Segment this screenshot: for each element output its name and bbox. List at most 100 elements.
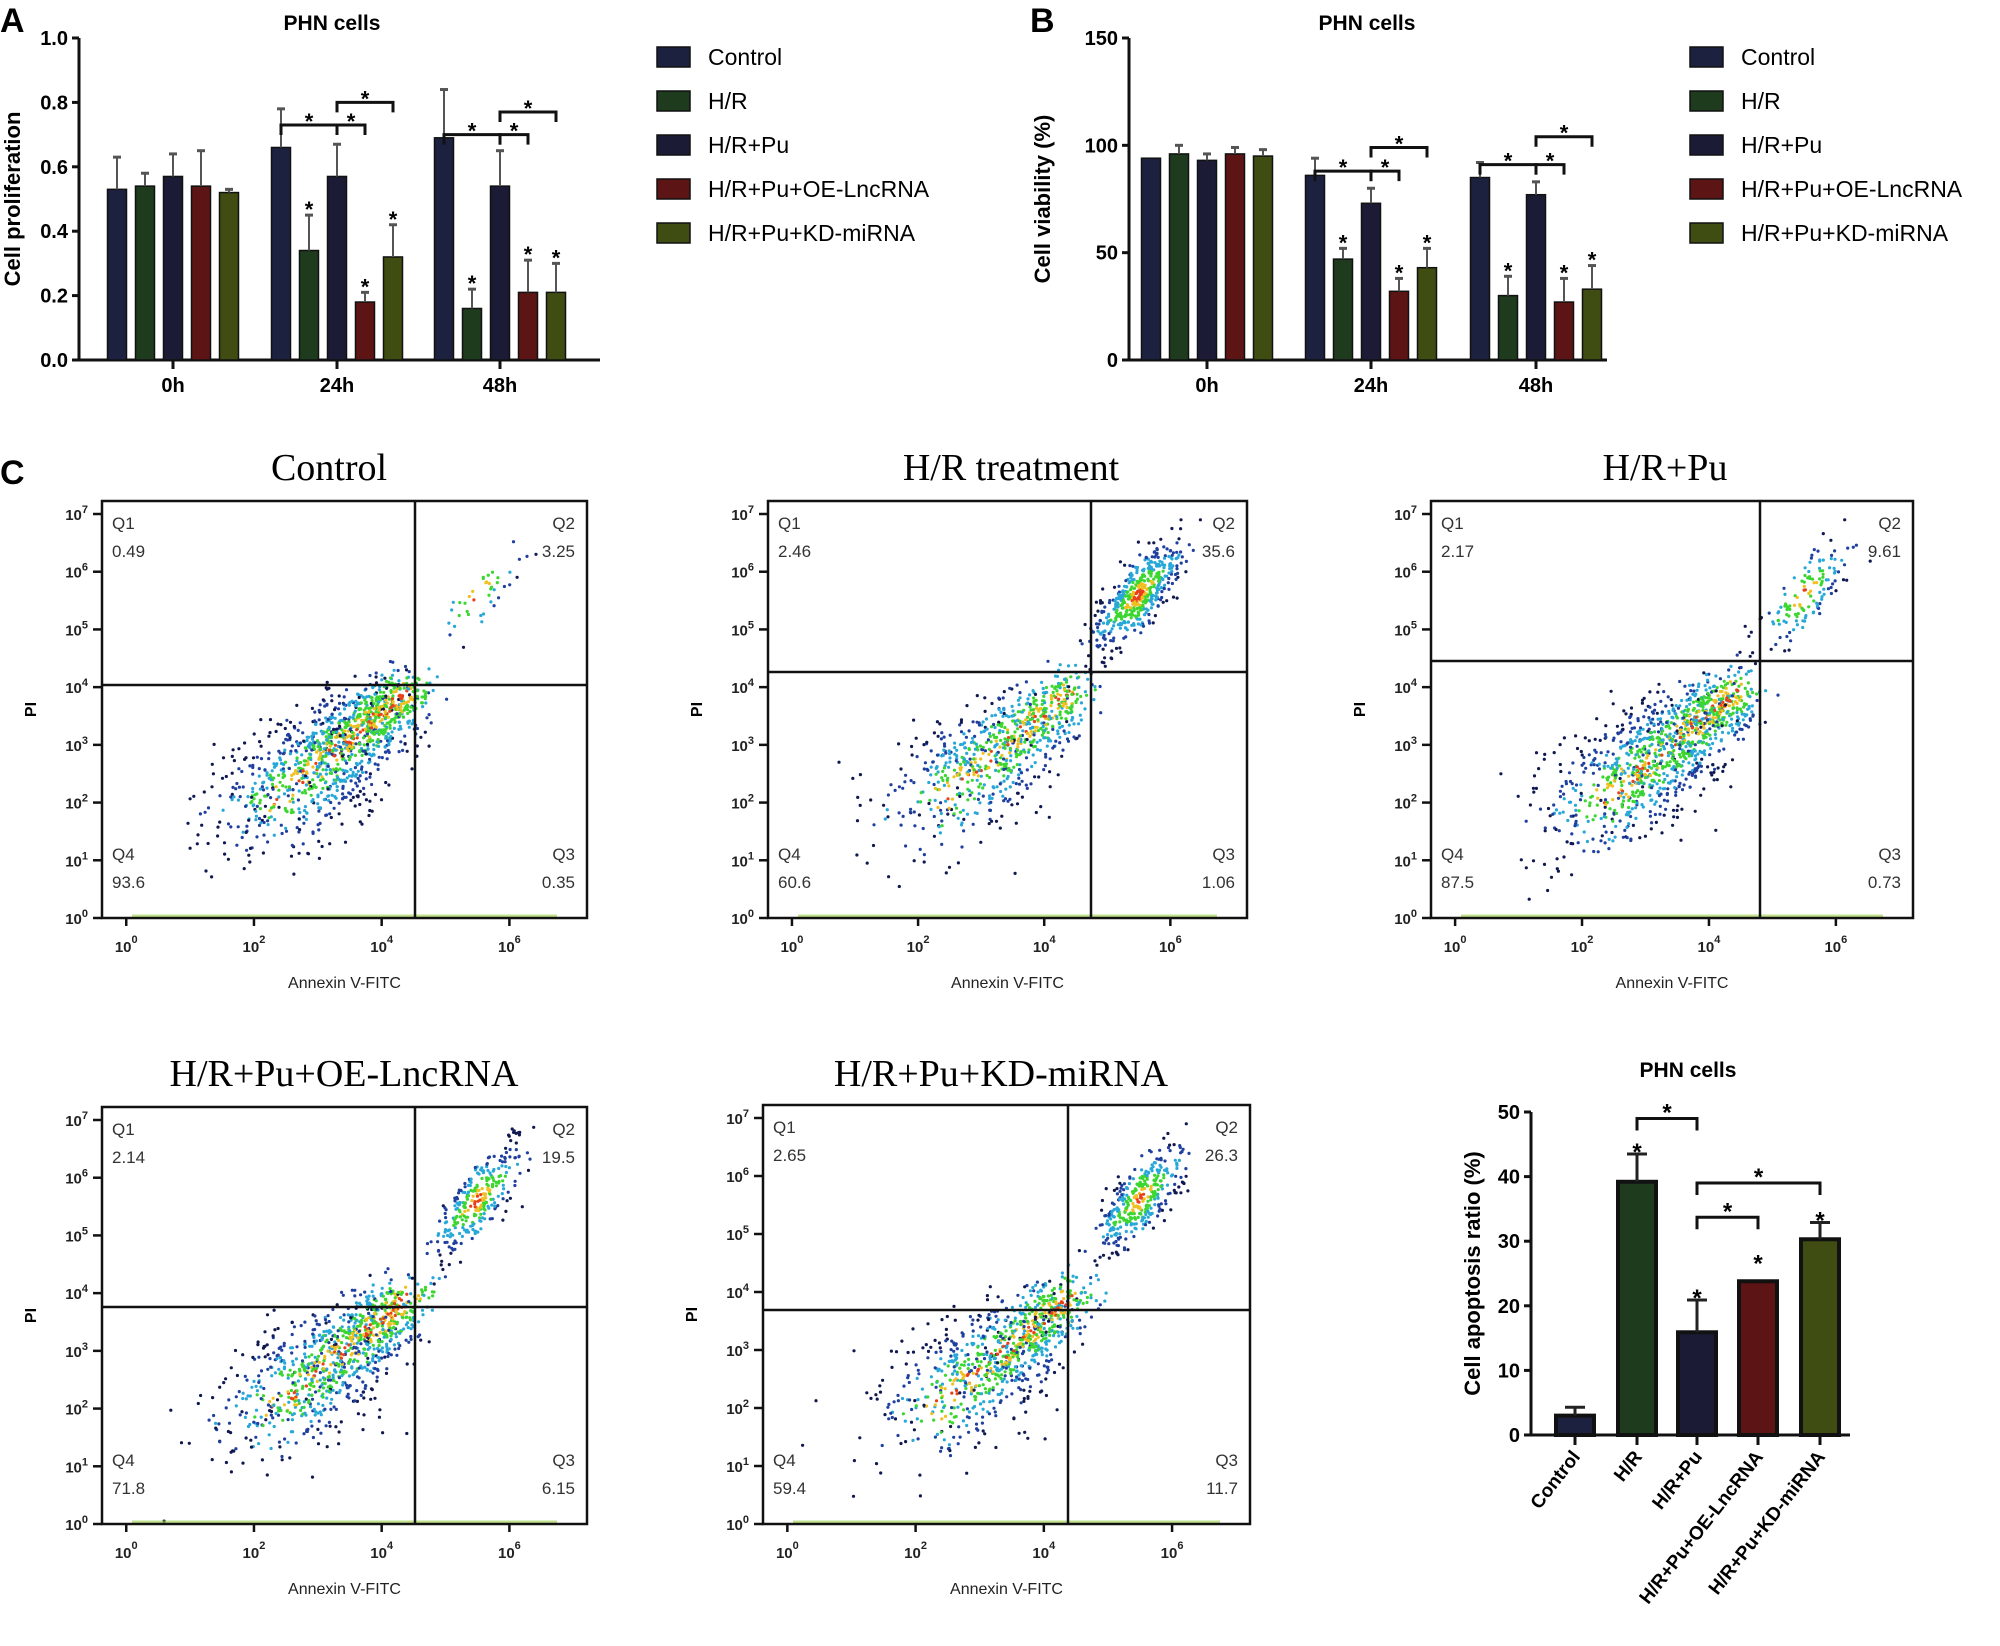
event-point <box>342 741 346 746</box>
event-point <box>299 769 303 773</box>
event-point <box>280 831 284 836</box>
event-point <box>975 811 979 816</box>
event-point <box>271 1396 275 1400</box>
event-point <box>1566 818 1570 823</box>
event-point <box>1615 760 1619 764</box>
event-point <box>321 768 325 772</box>
event-point <box>1175 567 1179 571</box>
scatter-points <box>162 1125 536 1523</box>
event-point <box>334 727 338 731</box>
event-point <box>307 1398 311 1403</box>
event-point <box>397 720 401 724</box>
event-point <box>341 1334 345 1338</box>
event-point <box>339 1356 343 1360</box>
event-point <box>427 691 431 695</box>
event-point <box>385 721 389 725</box>
event-point <box>304 774 308 778</box>
event-point <box>298 721 302 725</box>
bar <box>461 307 483 361</box>
event-point <box>1622 779 1626 783</box>
event-point <box>1579 791 1583 796</box>
event-point <box>927 780 931 785</box>
event-point <box>1728 699 1732 703</box>
event-point <box>1055 689 1059 693</box>
event-point <box>410 1323 414 1327</box>
tick-base: 10 <box>731 622 748 639</box>
event-point <box>1160 560 1164 564</box>
event-point <box>1037 775 1041 779</box>
event-point <box>251 756 256 760</box>
tick-exponent: 0 <box>1411 908 1417 920</box>
event-point <box>914 736 918 740</box>
event-point <box>1551 812 1555 816</box>
event-point <box>1113 599 1117 603</box>
event-point <box>1141 574 1145 579</box>
event-point <box>1033 761 1037 765</box>
tick-base: 10 <box>65 796 82 813</box>
event-point <box>270 1374 274 1378</box>
event-point <box>1051 690 1055 695</box>
event-point <box>1013 722 1018 726</box>
event-point <box>1138 553 1142 557</box>
event-point <box>999 738 1003 743</box>
event-point <box>1010 734 1014 739</box>
event-point <box>972 757 976 761</box>
event-point <box>1630 783 1634 787</box>
y-tick-label: 107 <box>731 504 754 524</box>
event-point <box>967 747 971 751</box>
event-point <box>1702 749 1706 753</box>
event-point <box>1668 738 1672 742</box>
event-point <box>1630 740 1634 744</box>
event-point <box>1599 751 1603 755</box>
event-point <box>387 741 391 745</box>
event-point <box>1154 553 1158 557</box>
flow-plot-title: H/R+Pu+OE-LncRNA <box>170 1053 520 1095</box>
event-point <box>1006 768 1010 772</box>
event-point <box>326 787 330 791</box>
event-point <box>1138 603 1142 607</box>
event-point <box>347 1374 352 1378</box>
event-point <box>1032 696 1036 700</box>
event-point <box>973 747 978 751</box>
event-point <box>1620 805 1624 809</box>
tick-exponent: 6 <box>1411 562 1417 574</box>
event-point <box>471 589 475 594</box>
event-point <box>1699 764 1703 768</box>
event-point <box>486 573 490 577</box>
event-point <box>1155 588 1159 592</box>
event-point <box>929 765 933 769</box>
event-point <box>1016 791 1020 795</box>
event-point <box>1002 774 1006 778</box>
event-point <box>1599 816 1603 821</box>
event-point <box>1020 779 1024 783</box>
event-point <box>1035 725 1039 730</box>
event-point <box>277 795 281 799</box>
event-point <box>923 761 928 765</box>
event-point <box>301 769 305 773</box>
event-point <box>393 716 397 720</box>
event-point <box>1017 782 1022 786</box>
event-point <box>206 806 211 810</box>
event-point <box>1606 750 1610 754</box>
event-point <box>1710 706 1714 710</box>
event-point <box>928 798 932 802</box>
plot-frame <box>766 499 1249 920</box>
event-point <box>1015 802 1020 806</box>
event-point <box>1681 760 1685 764</box>
event-point <box>319 751 323 756</box>
event-point <box>1635 775 1640 779</box>
bar <box>1196 159 1218 361</box>
event-point <box>1710 690 1714 694</box>
event-point <box>275 797 279 802</box>
event-point <box>388 676 393 680</box>
bar <box>433 137 455 361</box>
event-point <box>1691 763 1695 767</box>
event-point <box>909 779 913 783</box>
event-point <box>1803 566 1807 570</box>
bar <box>382 256 404 361</box>
y-tick-label: 0.0 <box>40 350 68 372</box>
event-point <box>1004 758 1008 763</box>
event-point <box>959 768 963 772</box>
event-point <box>472 598 476 602</box>
event-point <box>457 1191 461 1195</box>
